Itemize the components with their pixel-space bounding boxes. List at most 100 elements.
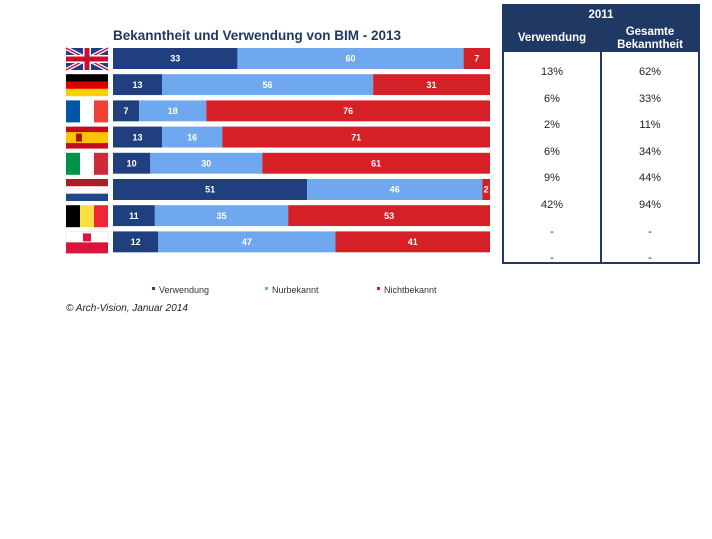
table-row: 6% 34% xyxy=(504,138,698,164)
table-row: 42% 94% xyxy=(504,191,698,217)
bar-label-fr-nichtbekannt: 76 xyxy=(343,106,353,116)
bar-label-pl-nichtbekannt: 41 xyxy=(408,237,418,247)
flag-be-icon xyxy=(66,205,108,228)
bar-label-de-nichtbekannt: 31 xyxy=(427,80,437,90)
flag-es-icon xyxy=(66,126,108,149)
flag-fr-icon xyxy=(66,100,108,123)
bar-label-it-nurbekannt: 30 xyxy=(201,159,211,169)
bar-label-nl-nichtbekannt: 2 xyxy=(484,185,489,195)
cell-bekanntheit: 34% xyxy=(638,145,662,158)
legend-swatch-verwendung xyxy=(152,287,155,290)
cell-verwendung: 42% xyxy=(540,199,564,211)
bar-fr-verwendung xyxy=(113,100,140,122)
bar-de-verwendung xyxy=(113,74,163,96)
flag-it-icon xyxy=(66,152,108,175)
copyright-note: © Arch-Vision, Januar 2014 xyxy=(66,303,188,314)
bar-label-es-verwendung: 13 xyxy=(132,132,142,142)
table-row: 6% 33% xyxy=(504,85,698,111)
bar-nl-nurbekannt xyxy=(307,179,483,200)
table-row: -- xyxy=(504,218,698,244)
cell-verwendung: 9% xyxy=(544,172,560,185)
legend-label-verwendung: Verwendung xyxy=(159,285,209,295)
flag-pl-icon xyxy=(65,231,109,254)
bar-be-nurbekannt xyxy=(154,205,289,227)
cell-verwendung: 2% xyxy=(544,119,560,132)
bar-fr-nichtbekannt xyxy=(206,100,490,122)
bar-label-nl-verwendung: 51 xyxy=(205,185,215,195)
country-flags xyxy=(65,46,109,254)
bar-uk-nurbekannt xyxy=(237,48,464,69)
bar-es-nurbekannt xyxy=(162,126,223,148)
bar-pl-verwendung xyxy=(113,231,159,253)
bar-label-de-verwendung: 13 xyxy=(132,80,142,90)
cell-verwendung: 13% xyxy=(540,66,564,78)
row-gap xyxy=(113,69,490,75)
legend-swatch-nurbekannt xyxy=(265,287,268,290)
bar-label-es-nichtbekannt: 71 xyxy=(351,132,361,142)
cell-bekanntheit: 33% xyxy=(638,92,662,105)
table-header: 2011 Verwendung Gesamte Bekanntheit xyxy=(504,6,698,52)
row-gap xyxy=(113,226,490,232)
cell-bekanntheit: 94% xyxy=(638,199,662,211)
bar-de-nurbekannt xyxy=(162,74,374,96)
row-gap xyxy=(113,121,490,127)
cell-bekanntheit: - xyxy=(648,252,652,265)
flag-uk-icon xyxy=(65,46,109,72)
table-year: 2011 xyxy=(588,9,614,21)
cell-verwendung: - xyxy=(550,225,554,238)
bar-label-fr-verwendung: 7 xyxy=(124,106,129,116)
bar-label-it-verwendung: 10 xyxy=(127,159,137,169)
bar-it-nichtbekannt xyxy=(262,152,490,174)
table-row: 13% 62% xyxy=(504,58,698,84)
legend-label-nichtbekannt: Nichtbekannt xyxy=(384,285,437,295)
chart-title: Bekanntheit und Verwendung von BIM - 201… xyxy=(113,28,402,43)
bar-label-nl-nurbekannt: 46 xyxy=(390,185,400,195)
table-row: -- xyxy=(504,244,698,270)
bar-label-de-nurbekannt: 56 xyxy=(263,80,273,90)
row-gap xyxy=(113,200,490,206)
legend-label-nurbekannt: Nurbekannt xyxy=(272,285,319,295)
cell-verwendung: - xyxy=(550,252,554,265)
bars: 33 60 7 13 56 31 7 18 76 13 16 71 10 30 61 51 46 2 11 35 53 1… xyxy=(113,48,490,258)
legend: Verwendung Nurbekannt Nichtbekannt xyxy=(152,285,437,295)
bar-es-nichtbekannt xyxy=(222,126,490,148)
bar-label-uk-verwendung: 33 xyxy=(170,54,180,64)
row-gap xyxy=(113,252,490,258)
bar-be-verwendung xyxy=(113,205,155,227)
bar-nl-verwendung xyxy=(113,179,308,200)
bar-pl-nurbekannt xyxy=(158,231,336,253)
flag-nl-icon xyxy=(66,179,108,201)
table-col-bekanntheit: Gesamte Bekanntheit xyxy=(617,26,683,51)
bar-label-fr-nurbekannt: 18 xyxy=(168,106,178,116)
bar-de-nichtbekannt xyxy=(373,74,490,96)
stacked-bar-chart: 33 60 7 13 56 31 7 18 76 13 16 71 10 30 61 51 46 2 11 35 53 1… xyxy=(65,46,490,295)
table-row: 9% 44% xyxy=(504,164,698,190)
row-gap xyxy=(113,147,490,153)
cell-verwendung: 6% xyxy=(544,92,560,105)
cell-bekanntheit: 44% xyxy=(638,172,662,185)
bar-label-be-nichtbekannt: 53 xyxy=(384,211,394,221)
bar-label-es-nurbekannt: 16 xyxy=(187,132,197,142)
bar-es-verwendung xyxy=(113,126,163,148)
bar-pl-nichtbekannt xyxy=(335,231,490,253)
bar-label-pl-nurbekannt: 47 xyxy=(242,237,252,247)
row-gap xyxy=(113,173,490,179)
table-row: 2% 11% xyxy=(504,111,698,137)
legend-swatch-nichtbekannt xyxy=(377,287,380,290)
bar-label-pl-verwendung: 12 xyxy=(131,237,141,247)
table-col-verwendung: Verwendung xyxy=(517,32,587,44)
bar-fr-nurbekannt xyxy=(139,100,207,122)
cell-bekanntheit: - xyxy=(648,225,652,238)
table-divider xyxy=(600,52,602,262)
flag-de-icon xyxy=(66,74,108,97)
bar-label-uk-nurbekannt: 60 xyxy=(346,54,356,64)
bar-it-nurbekannt xyxy=(150,152,263,174)
cell-bekanntheit: 62% xyxy=(638,66,662,78)
table-2011: 2011 Verwendung Gesamte Bekanntheit 13% 6… xyxy=(502,4,700,264)
bar-label-be-nurbekannt: 35 xyxy=(217,211,227,221)
cell-bekanntheit: 11% xyxy=(639,119,661,132)
bar-uk-nichtbekannt xyxy=(463,48,490,69)
row-gap xyxy=(113,95,490,101)
bar-it-verwendung xyxy=(113,152,151,174)
bar-label-uk-nichtbekannt: 7 xyxy=(474,54,479,64)
